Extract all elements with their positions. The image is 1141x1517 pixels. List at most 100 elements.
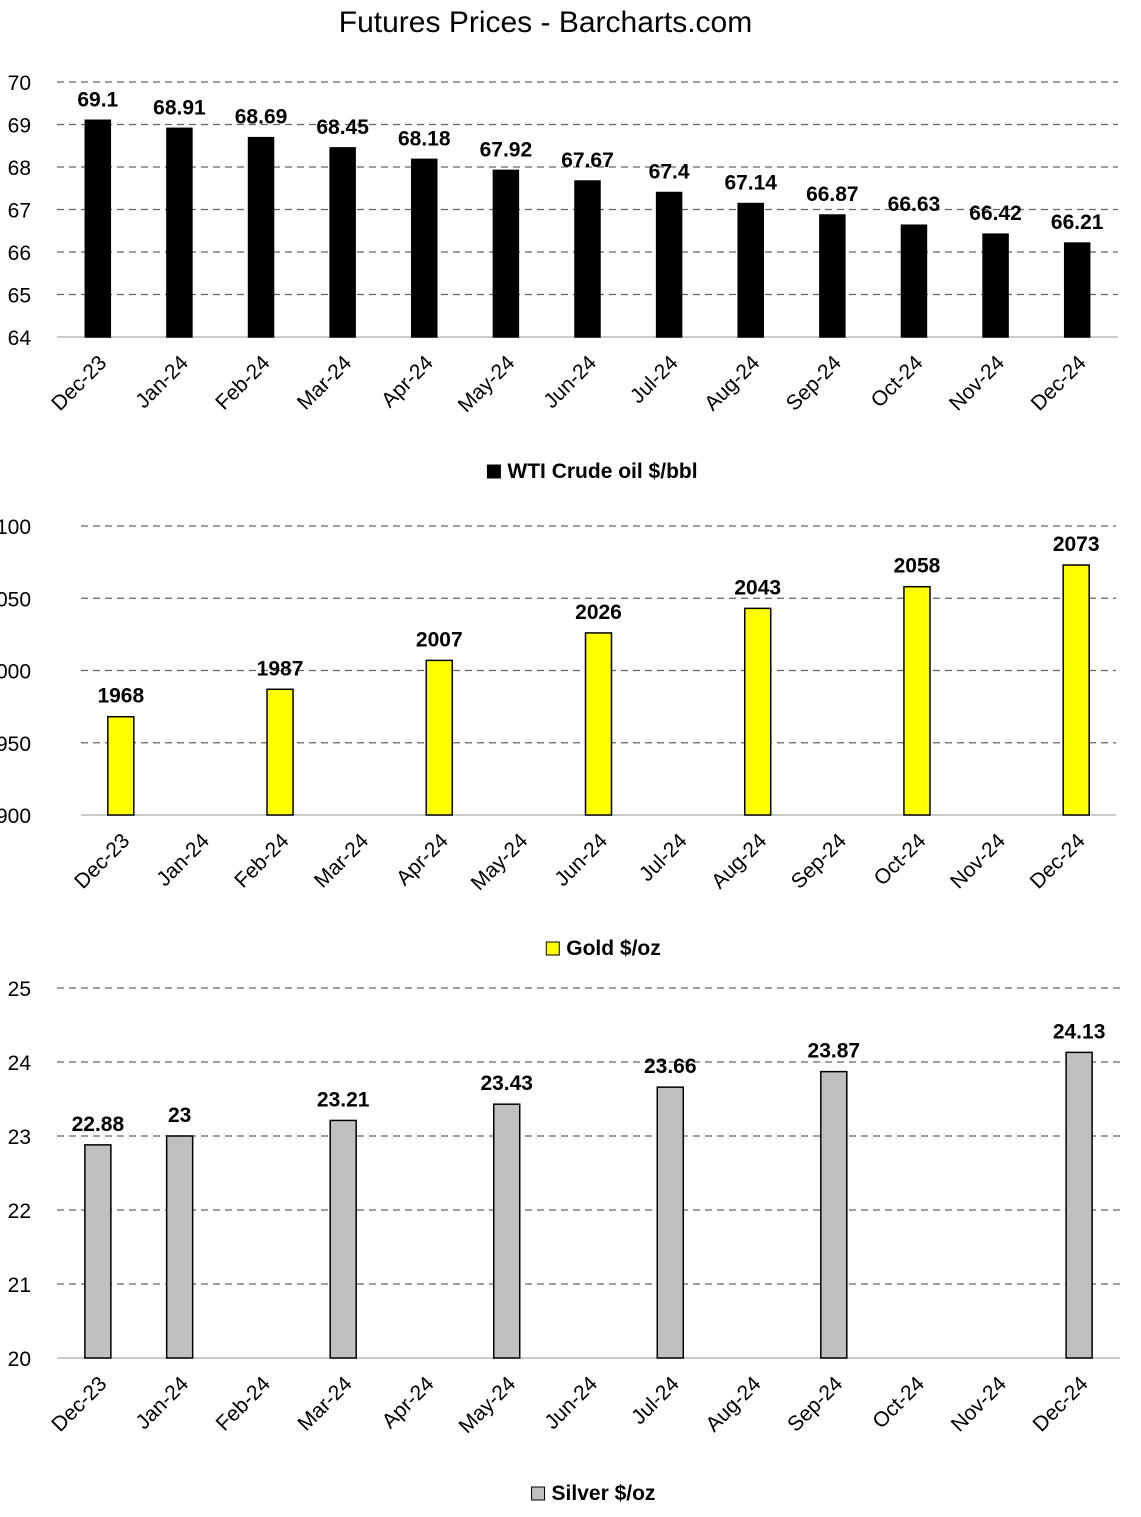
bar — [903, 585, 931, 816]
bar — [84, 119, 112, 338]
x-tick-label: Apr-24 — [377, 351, 438, 412]
y-tick-label: 2100 — [0, 516, 31, 539]
x-tick-label: Aug-24 — [700, 351, 764, 415]
data-label: 66.63 — [888, 193, 941, 216]
y-tick-label: 23 — [8, 1126, 31, 1149]
bar — [900, 224, 928, 338]
data-label: 1968 — [97, 685, 144, 708]
chart-2: 20 21 22 23 24 25 22.88 Dec-23 23 Jan-24 Feb-24 23.… — [8, 978, 1120, 1505]
x-tick-label: Jul-24 — [635, 829, 692, 886]
data-label: 66.87 — [806, 183, 859, 206]
legend-label: Silver $/oz — [552, 1482, 656, 1505]
x-tick-label: Dec-24 — [1026, 829, 1090, 893]
y-tick-label: 1950 — [0, 733, 31, 756]
data-label: 2043 — [734, 576, 781, 599]
y-tick-label: 20 — [8, 1348, 31, 1371]
x-tick-label: Nov-24 — [946, 829, 1010, 893]
legend-swatch — [545, 941, 560, 956]
bar — [1063, 242, 1091, 338]
x-tick-label: Oct-24 — [868, 1372, 929, 1433]
bar — [329, 147, 356, 338]
bar — [107, 715, 135, 816]
x-tick-label: Apr-24 — [392, 829, 453, 890]
data-label: 67.92 — [480, 138, 533, 161]
chart-title: Futures Prices - Barcharts.com — [338, 6, 753, 39]
legend-label: WTI Crude oil $/bbl — [507, 460, 697, 483]
bar — [492, 169, 520, 338]
y-tick-label: 70 — [8, 72, 31, 95]
bar — [329, 1119, 357, 1359]
chart-1: 1900 1950 2000 2050 2100 1968 Dec-23 Jan-24 1987… — [0, 516, 1116, 960]
data-label: 68.18 — [398, 127, 451, 150]
x-tick-label: May-24 — [467, 829, 533, 895]
data-label: 23.66 — [644, 1055, 697, 1078]
bar — [425, 659, 454, 816]
x-tick-label: Jan-24 — [152, 829, 214, 891]
bar — [1065, 1051, 1093, 1359]
data-label: 2073 — [1053, 533, 1100, 556]
y-tick-label: 22 — [8, 1200, 31, 1223]
data-label: 68.45 — [316, 116, 369, 139]
data-label: 24.13 — [1053, 1020, 1106, 1043]
y-tick-label: 1900 — [0, 805, 31, 828]
x-tick-label: Dec-24 — [1027, 351, 1091, 415]
bar — [655, 191, 683, 338]
x-tick-label: Mar-24 — [293, 1372, 357, 1436]
bar — [247, 136, 275, 338]
x-tick-label: Jun-24 — [539, 351, 601, 413]
data-label: 23.43 — [480, 1072, 533, 1095]
bar — [165, 1135, 194, 1359]
x-tick-label: Jul-24 — [627, 1372, 684, 1429]
x-tick-label: Feb-24 — [211, 351, 275, 415]
x-tick-label: Dec-23 — [70, 829, 134, 893]
bar — [166, 127, 193, 338]
x-tick-label: Nov-24 — [945, 351, 1009, 415]
y-tick-label: 67 — [8, 200, 31, 223]
data-label: 2007 — [416, 628, 463, 651]
x-tick-label: Jul-24 — [626, 351, 683, 408]
y-tick-label: 65 — [8, 285, 31, 308]
data-label: 66.21 — [1051, 211, 1104, 234]
data-label: 68.69 — [235, 106, 288, 129]
bar — [737, 202, 764, 338]
legend-swatch — [486, 464, 501, 479]
x-tick-label: Jun-24 — [550, 829, 612, 891]
y-tick-label: 66 — [8, 242, 31, 265]
x-tick-label: Aug-24 — [701, 1372, 765, 1436]
y-tick-label: 24 — [8, 1052, 32, 1075]
x-tick-label: Nov-24 — [947, 1372, 1011, 1436]
x-tick-label: Apr-24 — [378, 1372, 439, 1433]
x-tick-label: Feb-24 — [212, 1372, 276, 1436]
y-tick-label: 21 — [8, 1274, 31, 1297]
data-label: 23.87 — [808, 1040, 861, 1063]
data-label: 69.1 — [77, 88, 118, 111]
x-tick-label: Oct-24 — [867, 351, 928, 412]
chart-0: 64 65 66 67 68 69 70 69.1 Dec-23 68.91 Jan-24 68.69… — [8, 72, 1118, 483]
bar — [743, 607, 772, 816]
data-label: 1987 — [257, 657, 304, 680]
data-label: 22.88 — [72, 1113, 125, 1136]
bar — [84, 1144, 112, 1359]
bar — [656, 1086, 685, 1359]
legend-label: Gold $/oz — [566, 937, 661, 960]
bar — [411, 158, 438, 338]
data-label: 67.67 — [561, 149, 614, 172]
x-tick-label: Sep-24 — [782, 351, 846, 415]
data-label: 2026 — [575, 601, 622, 624]
x-tick-label: Feb-24 — [230, 829, 294, 893]
x-tick-label: Dec-23 — [47, 351, 111, 415]
x-tick-label: May-24 — [454, 1372, 520, 1438]
bar — [574, 180, 601, 338]
y-tick-label: 25 — [8, 978, 31, 1001]
bar — [584, 632, 613, 816]
x-tick-label: Sep-24 — [787, 829, 851, 893]
y-tick-label: 2000 — [0, 661, 31, 684]
legend-swatch — [531, 1486, 546, 1501]
data-label: 67.14 — [724, 172, 777, 195]
bar — [820, 1070, 848, 1359]
x-tick-label: Dec-23 — [47, 1372, 111, 1436]
data-label: 68.91 — [153, 96, 206, 119]
bar — [982, 233, 1009, 338]
x-tick-label: Mar-24 — [310, 829, 374, 893]
